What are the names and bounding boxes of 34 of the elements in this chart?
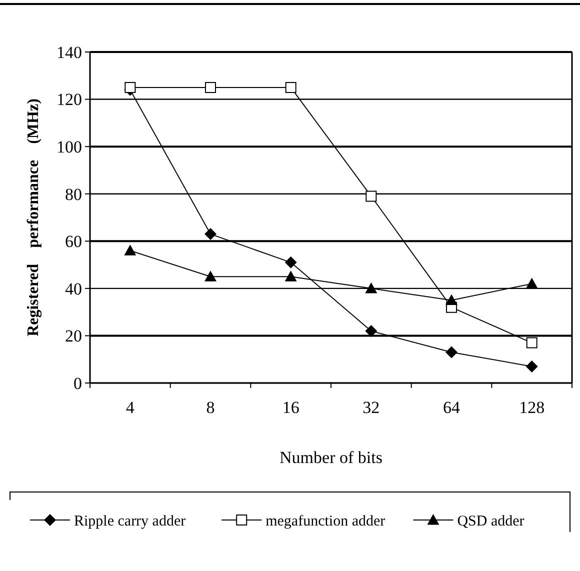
point — [124, 244, 136, 256]
y-tick-label: 40 — [65, 279, 82, 298]
point — [526, 278, 538, 288]
y-axis-title: Registered performance (MHz) — [25, 98, 42, 336]
x-tick-label: 16 — [282, 398, 300, 417]
point — [365, 282, 378, 294]
y-tick-label: 140 — [56, 42, 82, 62]
y-tick-label: 120 — [56, 90, 82, 110]
point — [284, 256, 297, 268]
point — [285, 82, 296, 93]
x-tick-label: 64 — [443, 398, 460, 417]
y-tick-label: 60 — [65, 232, 82, 252]
x-tick-label: 8 — [206, 398, 215, 417]
point — [446, 294, 458, 306]
x-tick-label: 32 — [362, 398, 380, 417]
point — [366, 190, 377, 202]
x-tick-label: 4 — [126, 398, 135, 417]
point — [446, 346, 458, 358]
y-tick-label: 80 — [65, 184, 82, 204]
point — [365, 324, 378, 337]
y-tick-label: 100 — [56, 138, 82, 157]
x-axis-title: Number of bits — [280, 448, 382, 467]
point — [204, 228, 216, 240]
legend-label: QSD adder — [457, 513, 524, 530]
legend-label: Ripple carry adder — [74, 513, 186, 530]
point — [204, 270, 216, 282]
point — [526, 360, 538, 372]
legend-label: megafunction adder — [266, 513, 386, 530]
point — [124, 82, 136, 93]
point — [526, 337, 538, 348]
y-tick-label: 0 — [74, 374, 82, 393]
y-tick-label: 20 — [65, 326, 82, 346]
x-tick-label: 128 — [519, 398, 545, 417]
point — [284, 270, 297, 282]
